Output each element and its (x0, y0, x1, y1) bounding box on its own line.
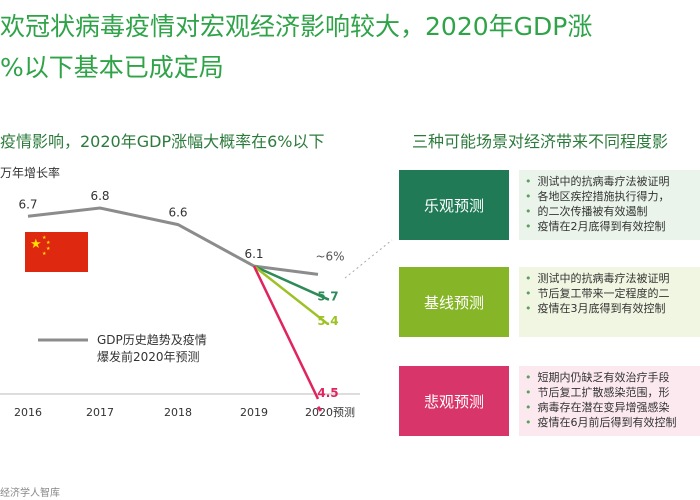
scenario-bullet-item: 疫情在2月底得到有效控制 (525, 219, 700, 234)
scenario-detail-list: 测试中的抗病毒疗法被证明各地区疾控措施执行得力，的二次传播被有效遏制疫情在2月底… (519, 170, 700, 240)
flag-small-star-icon: ★ (46, 246, 51, 252)
scenario-bullet-item: 病毒存在潜在变异增强感染 (525, 400, 700, 415)
flag-small-star-icon: ★ (42, 235, 47, 241)
scenario-detail-list: 短期内仍缺乏有效治疗手段节后复工扩散感染范围，形病毒存在潜在变异增强感染疫情在6… (519, 366, 700, 436)
scenario-detail-list: 测试中的抗病毒疗法被证明节后复工带来一定程度的二疫情在3月底得到有效控制 (519, 267, 700, 337)
scenario-bullet-item: 各地区疾控措施执行得力， (525, 189, 700, 204)
data-label: 5.7 (317, 289, 338, 303)
x-tick-label: 2019 (240, 406, 268, 419)
title-line-1: 欢冠状病毒疫情对宏观经济影响较大，2020年GDP涨 (0, 12, 593, 41)
x-tick-label: 2017 (86, 406, 114, 419)
scenario-bullet-item: 的二次传播被有效遏制 (525, 204, 700, 219)
series-line-1 (253, 264, 329, 301)
scenario-bullet-item: 短期内仍缺乏有效治疗手段 (525, 370, 700, 385)
scenario-label-box: 基线预测 (399, 267, 509, 337)
source-note: 经济学人智库 (0, 488, 60, 499)
china-flag-icon (25, 232, 88, 272)
scenario-bullet-item: 测试中的抗病毒疗法被证明 (525, 271, 700, 286)
x-tick-label: 2020预测 (305, 406, 355, 419)
chart-subtitle: 疫情影响，2020年GDP涨幅大概率在6%以下 (0, 132, 325, 151)
scenario-label-box: 乐观预测 (399, 170, 509, 240)
x-tick-label: 2018 (164, 406, 192, 419)
legend-label: 爆发前2020年预测 (97, 349, 200, 364)
flag-star-icon: ★ (30, 237, 42, 252)
scenario-bullet-item: 疫情在6月前后得到有效控制 (525, 415, 700, 430)
scenario-bullet-item: 节后复工扩散感染范围，形 (525, 385, 700, 400)
data-label: 6.7 (18, 197, 37, 211)
scenario-bullet-item: 疫情在3月底得到有效控制 (525, 301, 700, 316)
data-label: 6.6 (168, 206, 187, 220)
series-line-2 (253, 265, 329, 326)
y-axis-label: 万年增长率 (0, 166, 61, 180)
legend-label: GDP历史趋势及疫情 (97, 332, 207, 347)
series-line-3-end (316, 406, 323, 412)
data-label: 6.1 (244, 247, 263, 261)
x-tick-label: 2016 (14, 406, 42, 419)
series-line-3 (252, 265, 320, 400)
scenario-label-box: 悲观预测 (399, 366, 509, 436)
data-label: 6.8 (90, 189, 109, 203)
scenario-bullet-item: 测试中的抗病毒疗法被证明 (525, 174, 700, 189)
series-line-0 (27, 206, 319, 276)
scenario-bullet-item: 节后复工带来一定程度的二 (525, 286, 700, 301)
scenarios-subtitle: 三种可能场景对经济带来不同程度影 (412, 132, 669, 151)
data-label: 5.4 (317, 314, 338, 328)
page-title: 欢冠状病毒疫情对宏观经济影响较大，2020年GDP涨 %以下基本已成定局 (0, 0, 700, 88)
data-label: ~6% (315, 249, 344, 263)
title-line-2: %以下基本已成定局 (0, 53, 224, 82)
flag-small-star-icon: ★ (42, 251, 47, 257)
flag-small-star-icon: ★ (46, 240, 51, 246)
data-label: 4.5 (317, 386, 338, 400)
